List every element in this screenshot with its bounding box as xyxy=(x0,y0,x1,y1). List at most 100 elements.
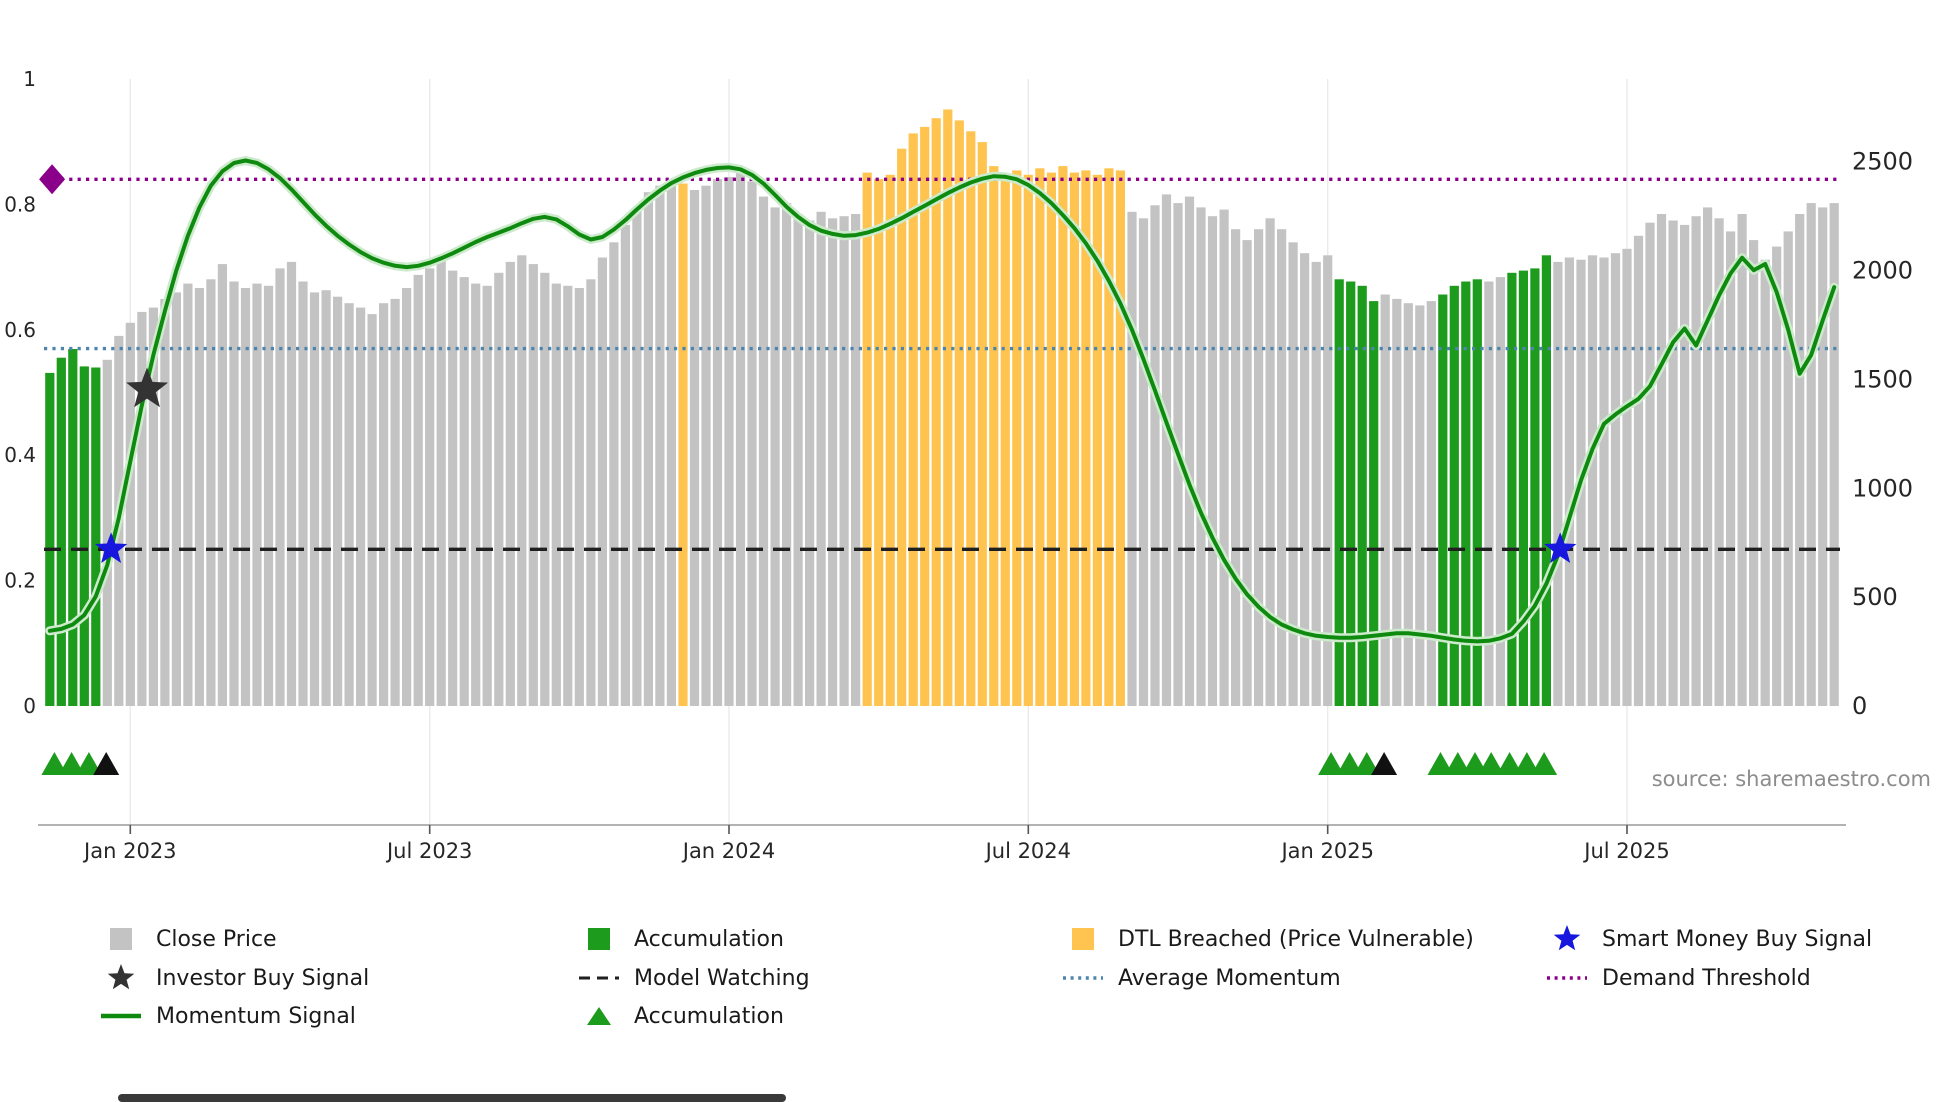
accumulation-triangle-icon xyxy=(41,752,68,775)
left-tick-label: 0.2 xyxy=(4,569,36,593)
price-bar xyxy=(1426,301,1436,706)
price-bar xyxy=(1323,255,1333,707)
price-bar xyxy=(275,268,285,706)
price-bar xyxy=(402,288,412,706)
price-bar xyxy=(125,322,135,706)
price-bar xyxy=(1656,214,1667,706)
legend-label: Model Watching xyxy=(634,965,810,991)
price-bar xyxy=(1288,242,1298,707)
right-tick-label: 500 xyxy=(1852,583,1898,611)
price-bar xyxy=(1392,298,1402,706)
price-bar xyxy=(1058,166,1068,707)
investor-buy-star-icon xyxy=(126,367,168,408)
price-bar xyxy=(68,349,78,706)
price-bar xyxy=(1484,281,1494,706)
price-bar xyxy=(1161,194,1172,706)
price-bar xyxy=(1415,305,1425,706)
price-bar xyxy=(1300,253,1310,706)
legend-item-investor-buy-signal: Investor Buy Signal xyxy=(100,963,369,993)
price-bar xyxy=(701,185,711,706)
price-bar xyxy=(712,179,723,707)
price-bar xyxy=(1622,248,1632,707)
accumulation-triangle-icon xyxy=(1427,752,1454,775)
investor-buy-signal-icon xyxy=(107,964,135,990)
demand-threshold-marker-icon xyxy=(39,164,66,195)
left-axis-labels: 0 0.2 0.4 0.6 0.8 1 xyxy=(4,67,36,718)
legend-item-model-watching: Model Watching xyxy=(578,963,810,993)
price-bar xyxy=(1277,229,1287,706)
price-bar xyxy=(379,303,389,706)
left-tick-label: 0.4 xyxy=(4,443,36,467)
accumulation-triangle-icon xyxy=(75,752,102,775)
close-price-icon xyxy=(110,928,132,950)
price-bar xyxy=(1818,207,1828,706)
threshold-lines xyxy=(44,177,1840,551)
price-bar xyxy=(897,148,907,706)
price-bar xyxy=(966,131,976,707)
price-bar xyxy=(217,264,227,706)
price-bar xyxy=(425,268,435,706)
price-bar xyxy=(1127,211,1137,707)
price-bar xyxy=(1749,240,1759,706)
price-bar xyxy=(528,264,538,706)
price-bar xyxy=(1806,203,1816,706)
price-bar xyxy=(240,288,251,706)
legend-label: Investor Buy Signal xyxy=(156,965,370,991)
price-bar xyxy=(1541,255,1551,707)
price-bar xyxy=(494,272,504,706)
accumulation-triangle-icon xyxy=(1444,752,1471,775)
right-tick-label: 2000 xyxy=(1852,257,1913,285)
legend-item-accumulation-triangle: Accumulation xyxy=(578,1001,784,1031)
price-bar xyxy=(1760,259,1770,706)
price-bar xyxy=(862,172,872,707)
price-bar xyxy=(56,357,66,706)
x-tick-label: Jan 2024 xyxy=(681,839,776,863)
price-bar xyxy=(229,281,239,706)
legend-label: Demand Threshold xyxy=(1602,965,1811,991)
price-bar xyxy=(1254,229,1264,706)
price-bar xyxy=(1265,218,1275,707)
accumulation-bars-icon xyxy=(588,928,610,950)
right-tick-label: 0 xyxy=(1852,692,1867,720)
right-axis-labels: 0 500 1000 1500 2000 2500 xyxy=(1852,148,1913,720)
price-bar xyxy=(471,283,481,706)
legend-label: Average Momentum xyxy=(1118,965,1341,991)
price-bar xyxy=(1380,294,1390,706)
price-bar xyxy=(782,203,792,706)
price-bar xyxy=(1472,279,1482,706)
left-tick-label: 0 xyxy=(23,694,36,718)
price-bar xyxy=(620,224,630,706)
model-watching-icon xyxy=(579,976,619,980)
x-axis: Jan 2023 Jul 2023 Jan 2024 Jul 2024 Jan 2025… xyxy=(38,824,1846,863)
price-bar xyxy=(977,142,987,707)
legend-item-close-price: Close Price xyxy=(100,924,277,954)
price-bar xyxy=(816,211,826,707)
price-bar xyxy=(609,242,619,707)
price-bar xyxy=(102,359,112,706)
legend-label: Smart Money Buy Signal xyxy=(1602,926,1873,952)
accumulation-triangle-icon xyxy=(93,752,120,775)
price-bar xyxy=(160,298,170,706)
legend-label: Accumulation xyxy=(634,926,784,952)
price-bar xyxy=(367,314,377,706)
price-bar xyxy=(678,183,688,706)
price-bar xyxy=(45,372,55,706)
price-bar xyxy=(1645,222,1655,706)
accumulation-triangle-icon xyxy=(1513,752,1540,775)
price-bar xyxy=(1311,261,1321,706)
smart-money-buy-star-icon xyxy=(1544,532,1577,563)
price-bar xyxy=(643,192,653,706)
signal-markers xyxy=(39,164,1577,563)
price-momentum-chart: Jan 2023 Jul 2023 Jan 2024 Jul 2024 Jan 2025… xyxy=(4,67,1913,863)
price-bar xyxy=(989,166,999,707)
price-bar xyxy=(1449,285,1459,706)
legend-label: Accumulation xyxy=(634,1003,784,1029)
price-bar xyxy=(1115,170,1125,706)
x-tick-label: Jan 2025 xyxy=(1279,839,1374,863)
price-bar xyxy=(1207,216,1218,706)
legend-item-smart-money-buy-signal: Smart Money Buy Signal xyxy=(1546,924,1872,954)
price-bar xyxy=(1438,294,1448,706)
price-bar xyxy=(563,285,573,706)
price-bar xyxy=(1518,270,1528,706)
price-bar xyxy=(1035,168,1045,707)
